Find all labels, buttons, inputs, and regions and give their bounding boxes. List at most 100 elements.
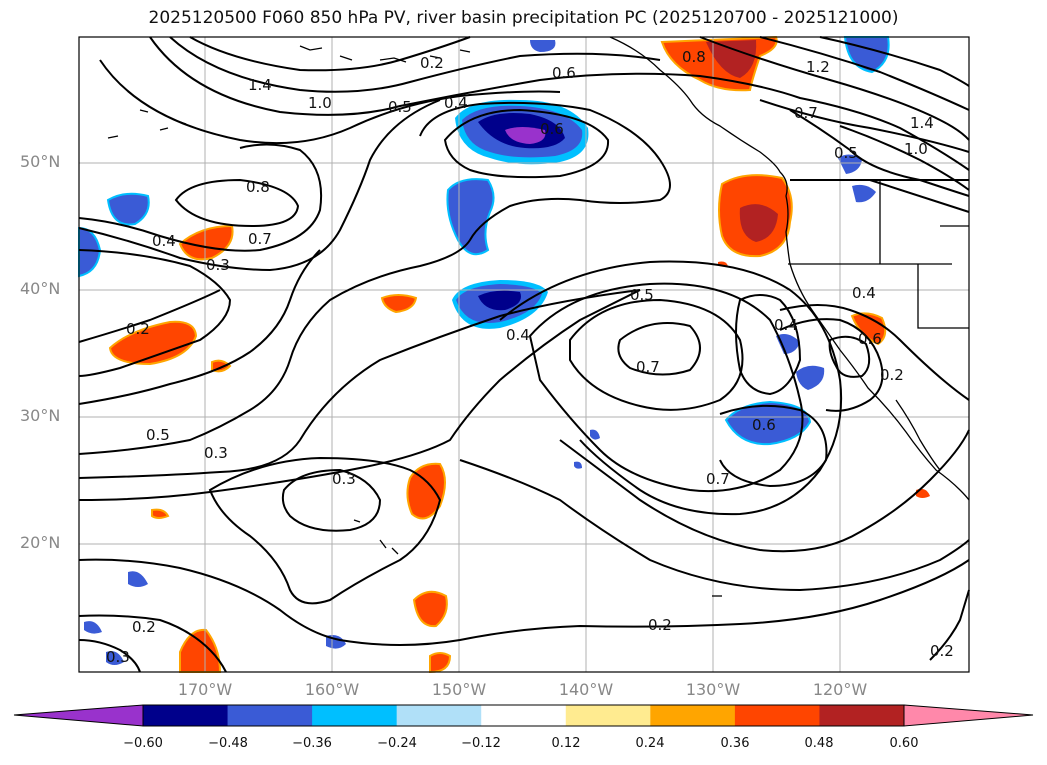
contour-label: 0.5 [146,426,170,444]
contour-line [78,639,141,673]
contour-line [169,36,661,93]
contour-line [281,468,382,532]
lon-label: 120°W [812,680,868,699]
precip-blob [179,628,222,673]
contour-line [78,101,671,455]
contour-line [78,289,221,343]
colorbar-cell [227,705,313,726]
precip-blob [128,571,148,587]
precip-blob [478,290,521,311]
contour-line [499,260,843,516]
colorbar-cells [143,705,905,726]
precip-blob [505,127,546,144]
lon-label: 140°W [558,680,614,699]
precip-blob [838,154,862,174]
precip-blob [852,184,876,203]
colorbar-frame [142,704,905,727]
colorbar-tick-label: −0.36 [292,736,332,751]
contour-label: 1.0 [904,140,928,158]
contour-line [78,558,970,646]
lat-label: 20°N [20,533,61,552]
lon-label: 150°W [431,680,487,699]
contour-line [559,429,970,553]
contour-label: 0.6 [858,330,882,348]
precip-blob [84,621,102,634]
precip-shading-positive [108,35,930,674]
colorbar-cell [565,705,651,726]
contour-label: 0.4 [774,316,798,334]
contour-label: 0.6 [752,416,776,434]
contour-line [78,249,321,405]
contour-line [174,178,300,228]
precip-blob [106,651,124,665]
contour-line [99,59,561,145]
coastline [353,519,399,555]
contour-label: 0.7 [794,104,818,122]
contour-label: 0.7 [706,470,730,488]
precip-blob [406,462,446,520]
colorbar-tick-label: −0.12 [461,736,501,751]
precip-blob [151,508,170,519]
contour-label: 0.8 [682,48,706,66]
contour-label: 0.2 [132,618,156,636]
contour-label: 0.4 [852,284,876,302]
colorbar-cell [312,705,398,726]
contour-label: 0.3 [206,256,230,274]
contour-label: 0.7 [248,230,272,248]
contour-label: 0.4 [152,232,176,250]
colorbar-extend-left [13,704,144,727]
contour-label: 0.8 [246,178,270,196]
contour-label: 1.2 [806,58,830,76]
graticule [79,37,969,672]
contour-label: 1.4 [910,114,934,132]
colorbar [13,704,1034,727]
contour-line [78,614,227,673]
precip-blob [429,652,452,674]
colorbar-tick-label: 0.48 [804,736,834,751]
lon-label: 160°W [304,680,360,699]
contour-line [149,36,970,171]
lat-label: 40°N [20,279,61,298]
lat-label: 30°N [20,406,61,425]
coastline [609,36,970,501]
map-title: 2025120500 F060 850 hPa PV, river basin … [148,8,899,28]
contour-label: 0.6 [552,64,576,82]
colorbar-cell [481,705,567,726]
contour-line [759,36,970,111]
precip-blob [574,461,582,469]
contour-line [779,318,884,412]
contour-line [699,36,970,141]
contour-label: 0.4 [506,326,530,344]
contour-line [78,143,323,252]
colorbar-tick-label: −0.48 [208,736,248,751]
coastline [895,399,941,471]
contour-label: 0.5 [630,286,654,304]
contour-line [569,298,744,411]
contour-line [617,322,701,376]
contour-line [78,99,441,272]
precip-blob [178,224,234,261]
contour-label: 0.2 [880,366,904,384]
contour-line [719,404,828,488]
contour-label: 0.5 [388,98,412,116]
plot-frame [78,36,970,673]
colorbar-tick-label: 0.36 [720,736,750,751]
contour-label-group: 1.4 1.0 0.5 0.4 0.6 0.8 1.2 0.7 1.4 1.0 … [106,48,954,666]
colorbar-tick-label: 0.60 [889,736,919,751]
coastline [107,109,187,139]
contour-line [735,294,802,396]
contour-line [819,36,970,87]
lon-label: 170°W [177,680,233,699]
contour-label: 0.2 [930,642,954,660]
contour-line [189,36,471,72]
colorbar-cell [396,705,482,726]
contour-line [78,289,641,501]
contour-line [528,282,804,493]
contour-line [929,589,970,661]
contour-label: 0.4 [444,94,468,112]
contour-label: 0.7 [636,358,660,376]
colorbar-cell [734,705,820,726]
precip-blob [380,294,418,314]
contour-line [443,108,610,179]
